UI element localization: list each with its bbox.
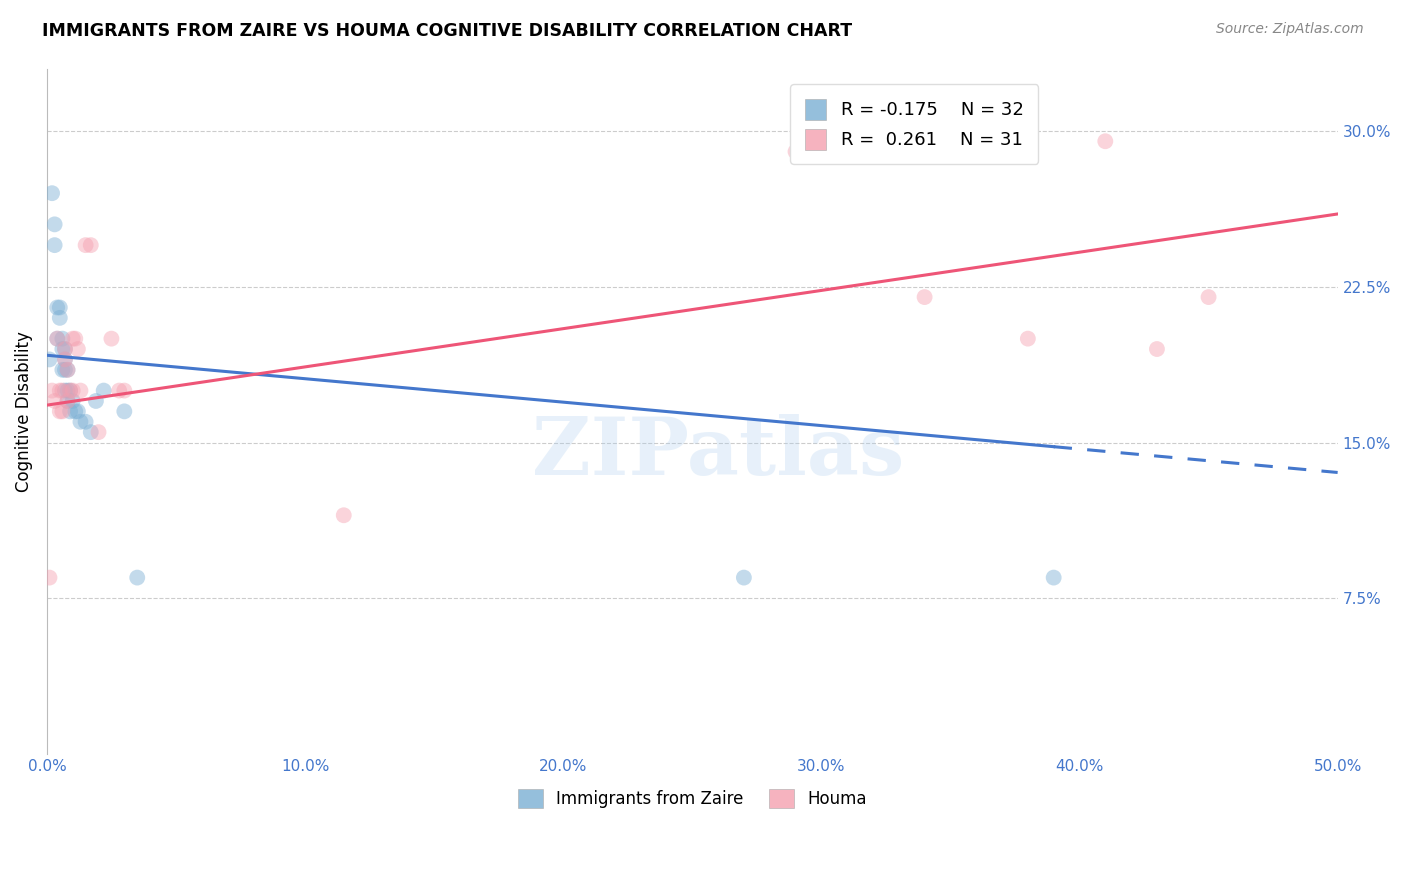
Point [53, 342, 76, 356]
Point [80, 238, 103, 252]
Point [51, 404, 73, 418]
Point [56, 394, 79, 409]
Point [914, 290, 936, 304]
Point [69, 384, 91, 398]
Point [66, 404, 89, 418]
Point [51, 363, 73, 377]
Point [112, 404, 135, 418]
Point [108, 384, 131, 398]
Point [1017, 332, 1039, 346]
Point [56, 363, 79, 377]
Point [53, 352, 76, 367]
Point [51, 342, 73, 356]
Point [112, 384, 135, 398]
Legend: Immigrants from Zaire, Houma: Immigrants from Zaire, Houma [512, 782, 873, 814]
Point [49, 404, 72, 418]
Point [65, 404, 87, 418]
Text: Source: ZipAtlas.com: Source: ZipAtlas.com [1216, 22, 1364, 37]
Point [785, 145, 807, 159]
Point [49, 384, 72, 398]
Text: IMMIGRANTS FROM ZAIRE VS HOUMA COGNITIVE DISABILITY CORRELATION CHART: IMMIGRANTS FROM ZAIRE VS HOUMA COGNITIVE… [42, 22, 852, 40]
Point [59, 404, 82, 418]
Point [1042, 571, 1064, 585]
Point [1146, 342, 1168, 356]
Point [59, 384, 82, 398]
Point [59, 384, 82, 398]
Y-axis label: Cognitive Disability: Cognitive Disability [15, 331, 32, 491]
Point [53, 384, 76, 398]
Point [44, 218, 66, 232]
Point [84, 394, 107, 409]
Point [41, 384, 63, 398]
Point [65, 332, 87, 346]
Point [49, 310, 72, 325]
Point [80, 425, 103, 439]
Point [56, 363, 79, 377]
Point [62, 394, 84, 409]
Point [1094, 134, 1116, 148]
Point [53, 352, 76, 367]
Point [56, 394, 79, 409]
Point [53, 363, 76, 377]
Text: ZIPatlas: ZIPatlas [531, 414, 904, 491]
Point [127, 571, 149, 585]
Point [53, 342, 76, 356]
Point [46, 301, 69, 315]
Point [51, 384, 73, 398]
Point [46, 332, 69, 346]
Point [93, 384, 115, 398]
Point [49, 301, 72, 315]
Point [44, 238, 66, 252]
Point [44, 394, 66, 409]
Point [51, 332, 73, 346]
Point [38, 352, 60, 367]
Point [62, 332, 84, 346]
Point [100, 332, 122, 346]
Point [1198, 290, 1220, 304]
Point [87, 425, 110, 439]
Point [46, 332, 69, 346]
Point [69, 415, 91, 429]
Point [733, 571, 755, 585]
Point [38, 571, 60, 585]
Point [332, 508, 354, 523]
Point [75, 415, 97, 429]
Point [75, 238, 97, 252]
Point [56, 384, 79, 398]
Point [41, 186, 63, 201]
Point [66, 342, 89, 356]
Point [62, 384, 84, 398]
